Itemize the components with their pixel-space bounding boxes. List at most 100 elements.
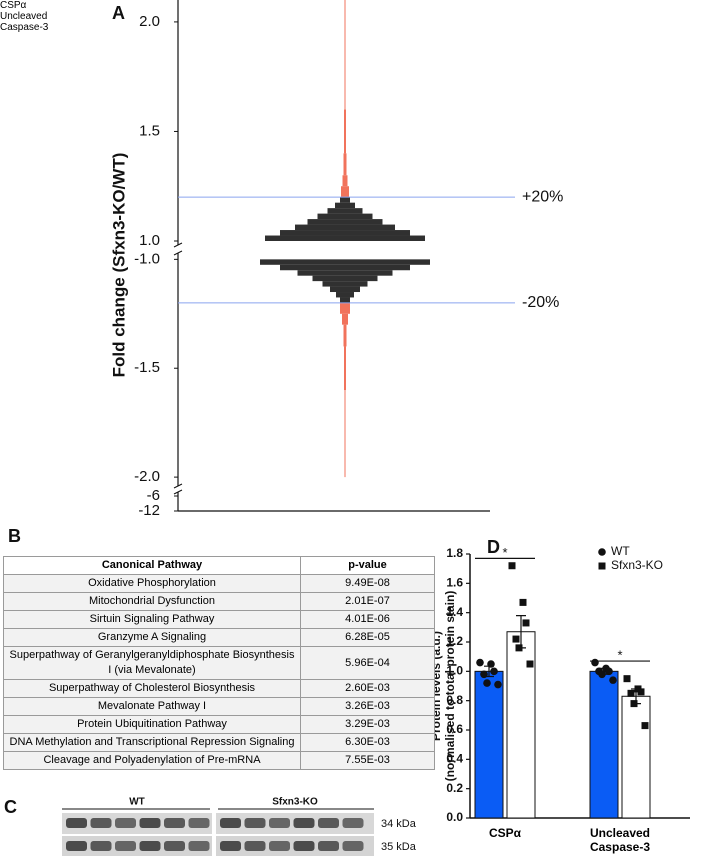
table-cell: Sirtuin Signaling Pathway bbox=[3, 610, 301, 629]
swarm-band bbox=[341, 186, 349, 198]
blot-band bbox=[244, 841, 266, 851]
swarm-band bbox=[342, 313, 348, 325]
panel-label: A bbox=[112, 3, 125, 23]
blot-size-label: 35 kDa bbox=[381, 841, 417, 853]
y-tick-label: -6 bbox=[147, 487, 160, 504]
swarm-band bbox=[280, 230, 410, 236]
y-tick-label: 1.0 bbox=[139, 232, 160, 249]
swarm-band bbox=[340, 197, 350, 203]
table-cell: 2.60E-03 bbox=[300, 679, 435, 698]
table-row: Sirtuin Signaling Pathway 4.01E-06 bbox=[3, 610, 435, 629]
table-header-cell: Canonical Pathway bbox=[3, 556, 301, 575]
data-point bbox=[623, 675, 631, 683]
x-tick-label: CSPα bbox=[488, 826, 522, 840]
y-axis-title: Fold change (Sfxn3-KO/WT) bbox=[109, 153, 128, 378]
table-cell: 5.96E-04 bbox=[300, 646, 435, 680]
blot-band bbox=[115, 841, 136, 851]
swarm-band bbox=[280, 264, 410, 271]
data-point bbox=[637, 688, 645, 696]
data-point bbox=[512, 635, 520, 643]
bar bbox=[589, 670, 619, 819]
y-tick-label: -2.0 bbox=[134, 468, 160, 485]
blot-band bbox=[293, 818, 315, 828]
blot-band bbox=[90, 818, 112, 828]
blot-band bbox=[342, 818, 364, 828]
legend-marker bbox=[598, 562, 606, 570]
blot-band bbox=[139, 818, 161, 828]
blot-band bbox=[318, 841, 339, 851]
table-cell: DNA Methylation and Transcriptional Repr… bbox=[3, 733, 301, 752]
table-cell: 6.28E-05 bbox=[300, 628, 435, 647]
threshold-label: +20% bbox=[522, 188, 563, 205]
swarm-band bbox=[260, 259, 430, 265]
blot-band bbox=[66, 818, 87, 828]
blot-band bbox=[164, 841, 185, 851]
swarm-band bbox=[344, 390, 346, 478]
blot-band bbox=[318, 818, 339, 828]
data-point bbox=[609, 676, 617, 684]
panel-label: D bbox=[487, 537, 500, 557]
y-tick-label: 2.0 bbox=[139, 13, 160, 30]
blot-band bbox=[115, 818, 136, 828]
swarm-band bbox=[343, 153, 347, 176]
table-cell: Oxidative Phosphorylation bbox=[3, 574, 301, 593]
table-cell: 4.01E-06 bbox=[300, 610, 435, 629]
table-cell: Superpathway of Geranylgeranyldiphosphat… bbox=[3, 646, 301, 680]
table-cell: 2.01E-07 bbox=[300, 592, 435, 611]
table-row: Mevalonate Pathway I 3.26E-03 bbox=[3, 697, 435, 716]
table-header-row: Canonical Pathway p-value bbox=[3, 556, 435, 575]
table-row: Protein Ubiquitination Pathway 3.29E-03 bbox=[3, 715, 435, 734]
table-cell: 6.30E-03 bbox=[300, 733, 435, 752]
table-row: Oxidative Phosphorylation 9.49E-08 bbox=[3, 574, 435, 593]
table-row: Cleavage and Polyadenylation of Pre-mRNA… bbox=[3, 751, 435, 770]
table-cell: Mevalonate Pathway I bbox=[3, 697, 301, 716]
swarm-band bbox=[342, 175, 348, 187]
swarm-band bbox=[322, 281, 368, 287]
data-point bbox=[480, 670, 488, 679]
axis-break bbox=[173, 483, 183, 495]
blot-band bbox=[342, 841, 364, 851]
swarm-band bbox=[317, 213, 373, 220]
bar bbox=[474, 670, 504, 819]
legend-label: WT bbox=[611, 544, 630, 558]
blot-band bbox=[269, 818, 290, 828]
blot-band bbox=[188, 841, 210, 851]
table-cell: Mitochondrial Dysfunction bbox=[3, 592, 301, 611]
table-row: DNA Methylation and Transcriptional Repr… bbox=[3, 733, 435, 752]
blot-size-label: 34 kDa bbox=[381, 818, 417, 830]
table-cell: 3.26E-03 bbox=[300, 697, 435, 716]
y-tick-label: -12 bbox=[138, 502, 160, 519]
swarm-band bbox=[336, 292, 354, 298]
blot-band bbox=[244, 818, 266, 828]
swarm-band bbox=[327, 208, 363, 214]
blot-band bbox=[293, 841, 315, 851]
data-point bbox=[508, 562, 516, 570]
swarm-band bbox=[297, 270, 393, 276]
y-tick-label: 0.4 bbox=[446, 752, 463, 766]
table-cell: 7.55E-03 bbox=[300, 751, 435, 770]
swarm-band bbox=[343, 324, 347, 347]
legend-marker bbox=[598, 548, 606, 556]
data-point bbox=[605, 667, 613, 676]
swarm-band bbox=[312, 275, 378, 282]
blot-band bbox=[164, 818, 185, 828]
data-point bbox=[630, 700, 638, 708]
x-tick-label: Uncleaved Caspase-3 bbox=[589, 826, 651, 854]
y-tick-label: 0.6 bbox=[446, 722, 463, 736]
blot-row-label: Uncleaved Caspase-3 bbox=[0, 11, 49, 33]
data-point bbox=[598, 670, 606, 679]
y-tick-label: 1.2 bbox=[446, 634, 463, 648]
y-tick-label: 1.0 bbox=[446, 664, 463, 678]
swarm-band bbox=[344, 109, 346, 154]
bar bbox=[506, 631, 536, 819]
blot-band bbox=[269, 841, 290, 851]
y-tick-label: 1.6 bbox=[446, 576, 463, 590]
table-cell: 3.29E-03 bbox=[300, 715, 435, 734]
swarm-band bbox=[330, 286, 360, 293]
table-row: Superpathway of Geranylgeranyldiphosphat… bbox=[3, 646, 435, 680]
table-header-cell: p-value bbox=[300, 556, 435, 575]
y-tick-label: -1.0 bbox=[134, 250, 160, 267]
swarm-band bbox=[340, 302, 350, 314]
data-point bbox=[627, 689, 635, 697]
